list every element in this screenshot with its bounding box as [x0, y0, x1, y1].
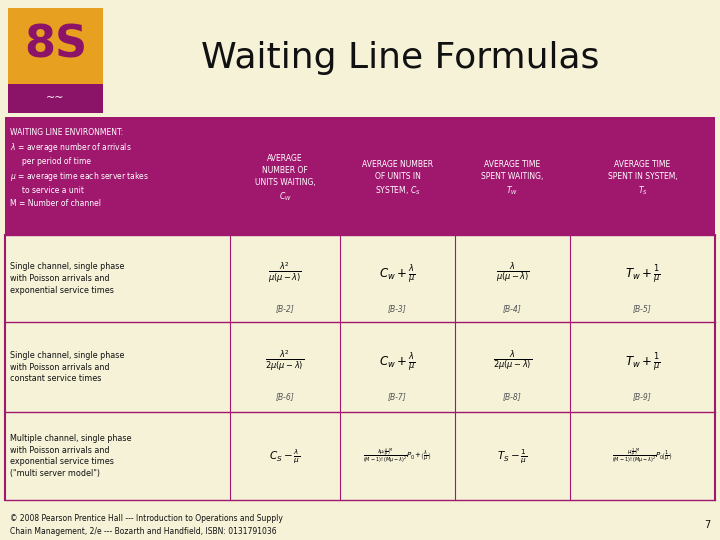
Text: Multiple channel, single phase
with Poisson arrivals and
exponential service tim: Multiple channel, single phase with Pois…: [10, 434, 132, 478]
Text: $\frac{\lambda^2}{2\mu(\mu-\lambda)}$: $\frac{\lambda^2}{2\mu(\mu-\lambda)}$: [266, 349, 305, 373]
Bar: [5, 117, 715, 122]
Text: $\frac{\lambda^2}{\mu(\mu-\lambda)}$: $\frac{\lambda^2}{\mu(\mu-\lambda)}$: [268, 260, 302, 285]
Text: $\frac{\lambda}{2\mu(\mu-\lambda)}$: $\frac{\lambda}{2\mu(\mu-\lambda)}$: [493, 349, 532, 373]
Text: 8S: 8S: [24, 23, 87, 66]
Text: [B-4]: [B-4]: [503, 304, 522, 313]
Text: Waiting Line Formulas: Waiting Line Formulas: [201, 41, 599, 75]
Text: $\frac{\lambda}{\mu(\mu-\lambda)}$: $\frac{\lambda}{\mu(\mu-\lambda)}$: [495, 260, 529, 285]
Text: $\frac{\lambda\mu\!\left(\frac{\lambda}{\mu}\right)^{\!M}}{(M-1)!(M\mu-\lambda)^: $\frac{\lambda\mu\!\left(\frac{\lambda}{…: [364, 447, 432, 465]
Text: WAITING LINE ENVIRONMENT:
$\lambda$ = average number of arrivals
     per period: WAITING LINE ENVIRONMENT: $\lambda$ = av…: [10, 128, 149, 207]
Text: AVERAGE NUMBER
OF UNITS IN
SYSTEM, $C_S$: AVERAGE NUMBER OF UNITS IN SYSTEM, $C_S$: [362, 160, 433, 197]
Text: AVERAGE
NUMBER OF
UNITS WAITING,
$C_W$: AVERAGE NUMBER OF UNITS WAITING, $C_W$: [255, 154, 315, 203]
Text: Single channel, single phase
with Poisson arrivals and
exponential service times: Single channel, single phase with Poisso…: [10, 262, 125, 295]
Text: AVERAGE TIME
SPENT IN SYSTEM,
$T_S$: AVERAGE TIME SPENT IN SYSTEM, $T_S$: [608, 160, 678, 197]
Text: [B-6]: [B-6]: [276, 393, 294, 402]
Text: [B-2]: [B-2]: [276, 304, 294, 313]
Text: [B-7]: [B-7]: [388, 393, 407, 402]
Text: [B-8]: [B-8]: [503, 393, 522, 402]
Text: $C_S - \frac{\lambda}{\mu}$: $C_S - \frac{\lambda}{\mu}$: [269, 447, 301, 465]
Text: [B-5]: [B-5]: [633, 304, 652, 313]
Text: Single channel, single phase
with Poisson arrivals and
constant service times: Single channel, single phase with Poisso…: [10, 350, 125, 383]
Text: $C_w+\frac{\lambda}{\mu}$: $C_w+\frac{\lambda}{\mu}$: [379, 264, 416, 286]
Text: $C_w+\frac{\lambda}{\mu}$: $C_w+\frac{\lambda}{\mu}$: [379, 352, 416, 374]
Text: ~~: ~~: [46, 93, 65, 103]
Text: [B-9]: [B-9]: [633, 393, 652, 402]
Bar: [8, 8, 103, 84]
Text: © 2008 Pearson Prentice Hall --- Introduction to Operations and Supply
Chain Man: © 2008 Pearson Prentice Hall --- Introdu…: [10, 514, 283, 536]
Text: [B-3]: [B-3]: [388, 304, 407, 313]
Text: $\frac{\mu\!\left(\frac{1}{\mu}\right)^{\!M}}{(M-1)!(M\mu-\lambda)^2}P_0\!\left(: $\frac{\mu\!\left(\frac{1}{\mu}\right)^{…: [612, 447, 673, 465]
Text: $T_w+\frac{1}{\mu}$: $T_w+\frac{1}{\mu}$: [624, 352, 660, 374]
Text: $T_S - \frac{1}{\mu}$: $T_S - \frac{1}{\mu}$: [498, 447, 528, 465]
Bar: [5, 235, 715, 500]
Text: $T_w+\frac{1}{\mu}$: $T_w+\frac{1}{\mu}$: [624, 264, 660, 286]
Text: AVERAGE TIME
SPENT WAITING,
$T_W$: AVERAGE TIME SPENT WAITING, $T_W$: [481, 160, 544, 197]
Bar: [8, 84, 103, 113]
Text: 7: 7: [703, 520, 710, 530]
Bar: [5, 122, 715, 235]
